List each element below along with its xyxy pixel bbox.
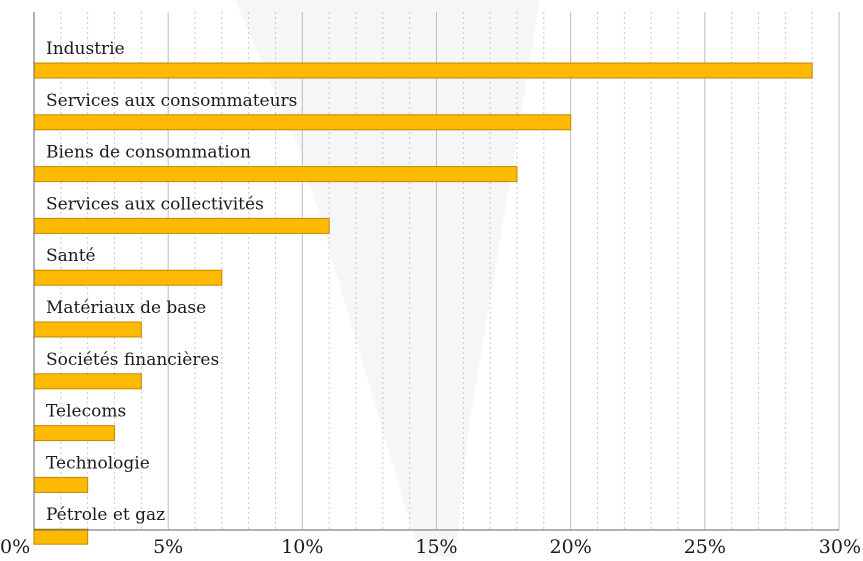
category-label: Biens de consommation <box>46 143 251 163</box>
bar <box>33 321 142 338</box>
bar <box>33 425 115 442</box>
bar <box>33 114 572 131</box>
x-axis: 0% 5% 10% 15% 20% 25% 30% <box>0 12 861 558</box>
bars <box>33 62 813 545</box>
bar <box>33 476 89 493</box>
x-tick-label: 20% <box>550 536 592 557</box>
bar <box>33 62 813 79</box>
category-label: Services aux collectivités <box>46 194 264 214</box>
grid <box>60 12 840 530</box>
watermark-shape <box>235 0 540 557</box>
bar <box>33 528 89 545</box>
watermark <box>235 0 540 557</box>
x-tick-label: 25% <box>684 536 726 557</box>
x-tick-label: 5% <box>153 536 183 557</box>
category-label: Sociétés financières <box>46 350 219 370</box>
x-tick-label: 0% <box>0 536 30 557</box>
bar <box>33 166 518 183</box>
category-label: Santé <box>46 246 96 266</box>
category-label: Technologie <box>46 453 150 473</box>
x-tick-label: 30% <box>819 536 861 557</box>
bar <box>33 217 330 234</box>
category-label: Services aux consommateurs <box>46 91 297 111</box>
x-tick-label: 15% <box>415 536 457 557</box>
bar <box>33 269 223 286</box>
x-tick-label: 10% <box>281 536 323 557</box>
category-label: Industrie <box>46 39 125 59</box>
category-label: Matériaux de base <box>46 298 206 318</box>
category-labels: Industrie Services aux consommateurs Biens… <box>46 39 297 525</box>
category-label: Pétrole et gaz <box>46 505 165 525</box>
category-label: Telecoms <box>46 402 126 422</box>
bar <box>33 373 142 390</box>
